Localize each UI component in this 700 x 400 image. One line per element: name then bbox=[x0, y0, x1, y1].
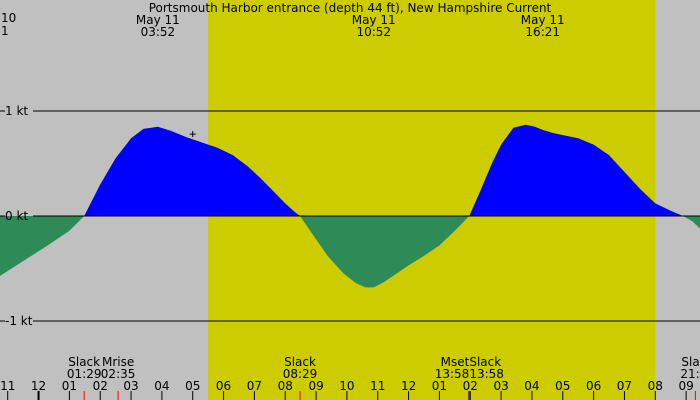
flood-area bbox=[469, 124, 683, 216]
flood-area bbox=[84, 126, 300, 216]
x-tick-label: 09 bbox=[308, 379, 323, 393]
bottom-events: Slack01:29Mrise02:35Slack08:29Mset13:58S… bbox=[67, 355, 700, 381]
x-tick-label: 05 bbox=[555, 379, 570, 393]
bottom-event-label: Slack bbox=[469, 355, 501, 369]
x-tick-label: 02 bbox=[93, 379, 108, 393]
y-tick-label: 0 kt bbox=[5, 209, 28, 223]
y-tick-label: 1 kt bbox=[5, 104, 28, 118]
bottom-event-label: Slack bbox=[284, 355, 316, 369]
bottom-event-time: 21:1 bbox=[680, 367, 700, 381]
x-tick-label: 07 bbox=[247, 379, 262, 393]
bottom-event-time: 08:29 bbox=[283, 367, 318, 381]
x-tick-label: 03 bbox=[123, 379, 138, 393]
x-tick-label: 07 bbox=[617, 379, 632, 393]
x-tick-label: 06 bbox=[216, 379, 231, 393]
bottom-event-time: 13:58 bbox=[435, 367, 470, 381]
x-tick-label: 08 bbox=[278, 379, 293, 393]
bottom-event-label: Mset bbox=[441, 355, 470, 369]
current-series bbox=[0, 124, 700, 288]
header-corner-label: 1 bbox=[1, 24, 9, 38]
bottom-event-label: Slack bbox=[68, 355, 100, 369]
header-event-date: May 11 bbox=[136, 13, 180, 27]
chart-title: Portsmouth Harbor entrance (depth 44 ft)… bbox=[149, 1, 552, 15]
header-event-time: 10:52 bbox=[356, 25, 391, 39]
bottom-event-label: Slac bbox=[681, 355, 700, 369]
x-axis: 11 12 01 02 03 04 05 06 07 08 09 10 11 12 01 02 03 04 05 06… bbox=[0, 379, 696, 400]
bottom-event-time: 01:29 bbox=[67, 367, 102, 381]
x-tick-label: 12 bbox=[401, 379, 416, 393]
header-event-time: 03:52 bbox=[141, 25, 176, 39]
ebb-area bbox=[683, 216, 700, 229]
header-corner-label: 10 bbox=[1, 11, 16, 25]
x-tick-label: 03 bbox=[493, 379, 508, 393]
ebb-area bbox=[0, 216, 85, 276]
header-event-time: 16:21 bbox=[525, 25, 560, 39]
y-gridlines: 1 kt 0 kt -1 kt bbox=[0, 104, 700, 328]
x-tick-label: 04 bbox=[524, 379, 539, 393]
header-event-date: May 11 bbox=[352, 13, 396, 27]
x-tick-label: 11 bbox=[0, 379, 15, 393]
header-event-date: May 11 bbox=[521, 13, 565, 27]
x-tick-label: 01 bbox=[432, 379, 447, 393]
x-tick-label: 11 bbox=[370, 379, 385, 393]
x-tick-label: 09 bbox=[678, 379, 693, 393]
bottom-event-time: 13:58 bbox=[469, 367, 504, 381]
x-tick-label: 10 bbox=[339, 379, 354, 393]
bottom-event-time: 02:35 bbox=[101, 367, 136, 381]
y-tick-label: -1 kt bbox=[5, 314, 33, 328]
x-tick-label: 06 bbox=[586, 379, 601, 393]
x-tick-label: 01 bbox=[62, 379, 77, 393]
bottom-event-label: Mrise bbox=[102, 355, 134, 369]
x-tick-label: 04 bbox=[154, 379, 169, 393]
x-tick-label: 02 bbox=[463, 379, 478, 393]
x-tick-label: 12 bbox=[31, 379, 46, 393]
x-tick-label: 05 bbox=[185, 379, 200, 393]
x-tick-label: 08 bbox=[648, 379, 663, 393]
ebb-area bbox=[300, 216, 470, 288]
